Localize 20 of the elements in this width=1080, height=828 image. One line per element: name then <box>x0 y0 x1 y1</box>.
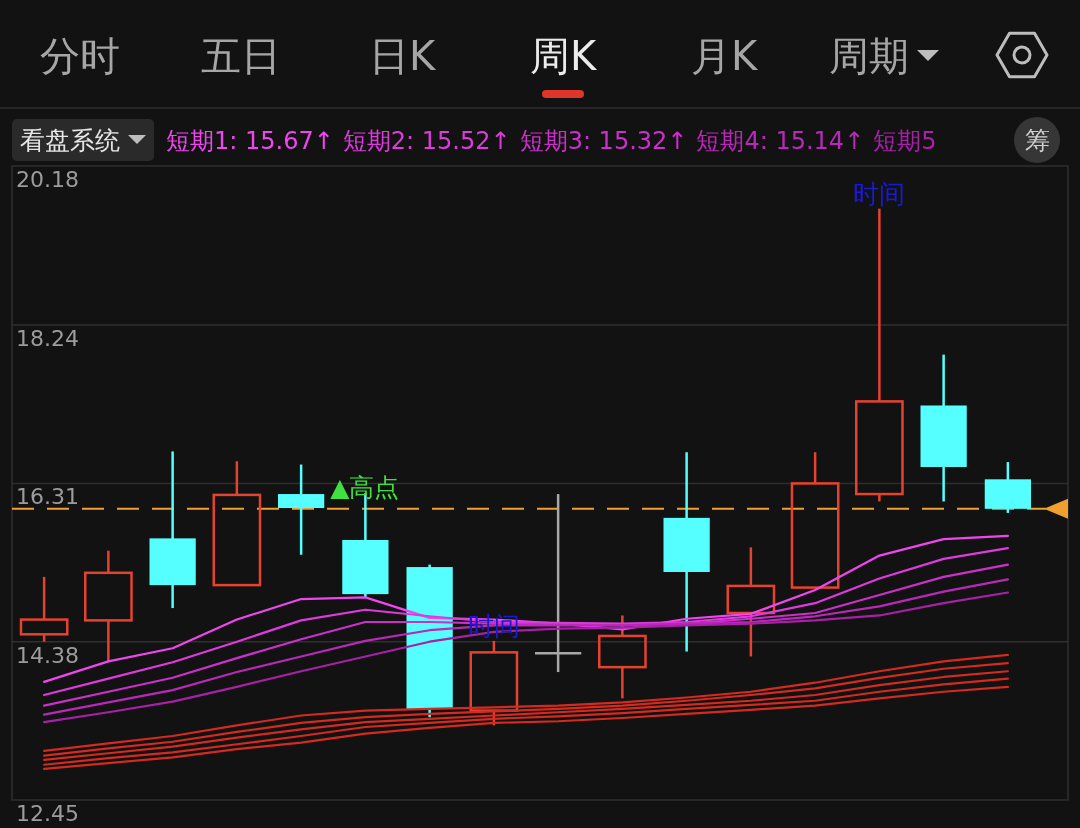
annotation: 时间 <box>853 178 906 209</box>
legend-item: 短期1: 15.67↑ <box>166 127 334 155</box>
tab-label: 周期 <box>829 33 909 79</box>
tab-label: 周K <box>529 33 597 79</box>
legend-item: 短期5 <box>873 127 937 155</box>
y-tick-label: 18.24 <box>16 326 79 352</box>
y-tick-label: 16.31 <box>16 484 79 510</box>
tab-label: 分时 <box>40 33 120 79</box>
y-tick-label: 12.45 <box>16 801 79 826</box>
y-tick-label: 14.38 <box>16 642 79 668</box>
tab-label: 五日 <box>201 33 281 79</box>
tab-label: 月K <box>690 33 758 79</box>
legend-title: 看盘系统 <box>20 126 120 155</box>
legend-item: 短期3: 15.32↑ <box>519 127 688 155</box>
tab-label: 日K <box>368 33 436 79</box>
legend-item: 短期2: 15.52↑ <box>342 127 511 155</box>
y-tick-label: 20.18 <box>16 167 79 192</box>
annotation: ▲高点 <box>330 473 400 503</box>
legend-item: 短期4: 15.14↑ <box>696 127 865 155</box>
button: 筹 <box>1014 117 1060 163</box>
